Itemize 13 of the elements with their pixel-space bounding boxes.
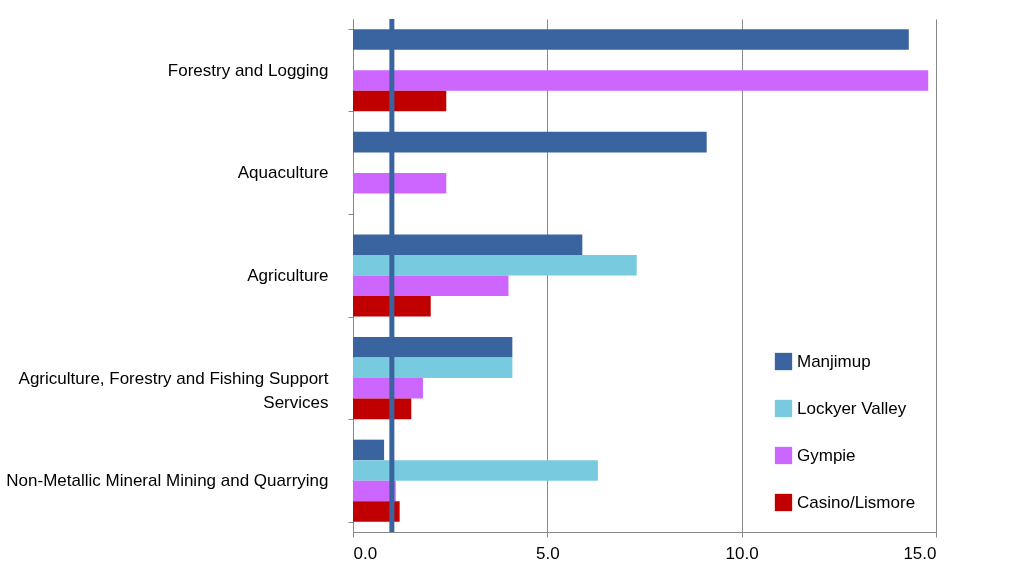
- legend-label: Manjimup: [797, 351, 871, 371]
- x-tick-label: 5.0: [536, 543, 560, 563]
- x-tick-label: 0.0: [353, 543, 378, 563]
- legend-label: Gympie: [797, 445, 856, 465]
- y-tick-label: Non-Metallic Mineral Mining and Quarrying: [6, 471, 329, 491]
- x-tick-label: 10.0: [725, 543, 759, 563]
- legend-label: Casino/Lismore: [797, 492, 916, 512]
- y-tick-label: Agriculture: [247, 266, 329, 285]
- y-tick-label: Agriculture, Forestry and Fishing Support Services: [18, 368, 329, 412]
- legend-label: Lockyer Valley: [797, 398, 907, 418]
- x-tick-label: 15.0: [903, 543, 937, 563]
- y-tick-label: Aquaculture: [237, 163, 329, 183]
- y-tick-label: Forestry and Logging: [167, 60, 329, 80]
